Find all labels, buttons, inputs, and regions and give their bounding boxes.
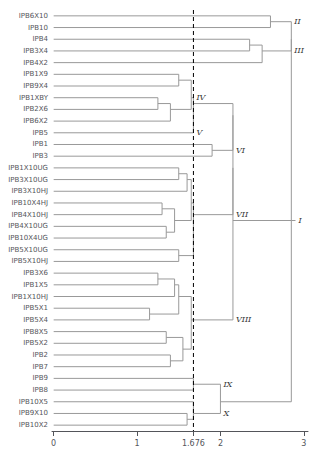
svg-text:IPB2X6: IPB2X6 [23, 105, 48, 113]
svg-text:IPB9X10: IPB9X10 [19, 409, 48, 417]
svg-text:IPB3X10HJ: IPB3X10HJ [11, 187, 48, 195]
svg-text:IPB9: IPB9 [32, 374, 48, 382]
svg-text:III: III [293, 46, 304, 55]
svg-text:IPB10X2: IPB10X2 [19, 421, 48, 429]
svg-text:2: 2 [218, 439, 223, 448]
svg-text:IPB5X4: IPB5X4 [23, 316, 48, 324]
svg-text:VI: VI [236, 146, 246, 155]
svg-text:IPB4X10UG: IPB4X10UG [8, 222, 48, 230]
svg-text:1: 1 [135, 439, 140, 448]
svg-text:IPB1X9: IPB1X9 [23, 70, 48, 78]
svg-text:1.676: 1.676 [182, 439, 205, 448]
svg-text:0: 0 [51, 439, 56, 448]
svg-text:IPB10X4HJ: IPB10X4HJ [11, 199, 48, 207]
svg-text:IPB5: IPB5 [32, 129, 48, 137]
svg-text:IPB5X10HJ: IPB5X10HJ [11, 257, 48, 265]
svg-text:IPB6X2: IPB6X2 [23, 117, 48, 125]
svg-text:IPB1: IPB1 [32, 140, 48, 148]
svg-text:IPB5X10UG: IPB5X10UG [8, 246, 48, 254]
svg-text:IPB4: IPB4 [32, 35, 48, 43]
svg-text:IPB5X2: IPB5X2 [23, 339, 48, 347]
svg-text:IPB1X10HJ: IPB1X10HJ [11, 293, 48, 301]
svg-text:IPB9X4: IPB9X4 [23, 82, 48, 90]
svg-text:I: I [297, 216, 302, 225]
svg-text:IPB8X5: IPB8X5 [23, 328, 48, 336]
svg-text:IPB1X10UG: IPB1X10UG [8, 164, 48, 172]
svg-text:IPB4X10HJ: IPB4X10HJ [11, 211, 48, 219]
svg-text:IPB2: IPB2 [32, 351, 48, 359]
svg-text:IPB10: IPB10 [28, 24, 48, 32]
svg-text:IPB10X4UG: IPB10X4UG [8, 234, 48, 242]
svg-text:IPB7: IPB7 [32, 363, 48, 371]
svg-text:IPB3X10UG: IPB3X10UG [8, 176, 48, 184]
svg-text:IPB3X4: IPB3X4 [23, 47, 48, 55]
svg-text:IV: IV [195, 93, 206, 102]
svg-text:VIII: VIII [236, 315, 252, 324]
svg-text:V: V [196, 128, 203, 137]
svg-text:IX: IX [222, 380, 232, 389]
svg-text:VII: VII [236, 210, 249, 219]
svg-text:IPB3: IPB3 [32, 152, 48, 160]
svg-text:II: II [293, 17, 301, 26]
svg-text:IPB4X2: IPB4X2 [23, 59, 48, 67]
svg-text:IPB1XBY: IPB1XBY [19, 94, 49, 102]
svg-text:IPB10X5: IPB10X5 [19, 398, 48, 406]
svg-text:IPB1X5: IPB1X5 [23, 281, 48, 289]
svg-text:IPB8: IPB8 [32, 386, 48, 394]
svg-text:IPB3X6: IPB3X6 [23, 269, 48, 277]
svg-text:3: 3 [301, 439, 306, 448]
svg-text:IPB5X1: IPB5X1 [23, 304, 48, 312]
svg-text:IPB6X10: IPB6X10 [19, 12, 48, 20]
svg-text:X: X [222, 409, 229, 418]
